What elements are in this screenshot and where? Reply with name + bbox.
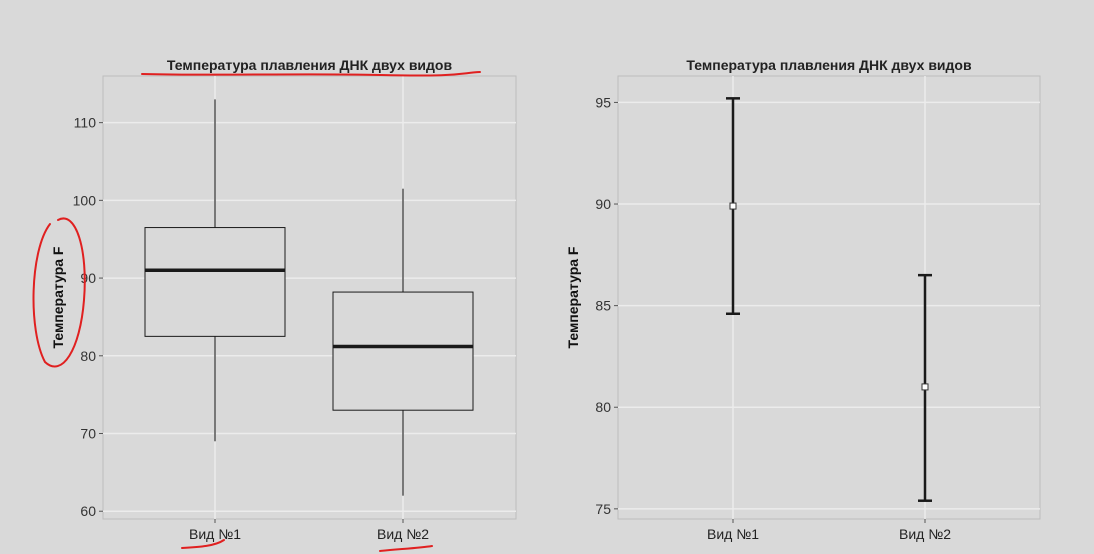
right-y-axis-label: Температура F — [565, 246, 581, 348]
x-tick-label: Вид №1 — [707, 526, 759, 542]
mean-point — [729, 202, 737, 210]
x-tick-label: Вид №2 — [899, 526, 951, 542]
right-chart-title: Температура плавления ДНК двух видов — [686, 57, 972, 73]
y-tick-label: 60 — [80, 503, 96, 519]
x-tick-label: Вид №1 — [189, 526, 241, 542]
right-x-ticks: Вид №1 Вид №2 — [707, 519, 951, 542]
left-chart-title: Температура плавления ДНК двух видов — [167, 57, 453, 73]
ylabel-circle — [32, 217, 86, 368]
y-tick-label: 95 — [595, 94, 611, 110]
left-y-axis-label: Температура F — [50, 246, 66, 348]
box — [144, 227, 286, 337]
x-tick-label: Вид №2 — [377, 526, 429, 542]
left-plot-panel — [102, 75, 517, 520]
title-underline — [141, 71, 481, 77]
box — [332, 291, 474, 411]
left-boxes — [144, 99, 474, 496]
y-tick-label: 80 — [595, 399, 611, 415]
left-y-ticks: 60 70 80 90 100 110 — [73, 115, 103, 519]
y-tick-label: 85 — [595, 298, 611, 314]
xtick1-underline — [181, 539, 225, 549]
right-plot-panel — [617, 75, 1041, 520]
right-gridlines — [618, 76, 1040, 519]
right-y-ticks: 75 80 85 90 95 — [595, 94, 618, 517]
y-tick-label: 90 — [595, 196, 611, 212]
errorbar-chart: 75 80 85 90 95 Вид №1 Вид №2 Температура плав… — [565, 57, 1041, 542]
mean-point — [921, 383, 929, 391]
red-annotations — [32, 71, 481, 552]
y-tick-label: 75 — [595, 501, 611, 517]
xtick2-underline — [379, 545, 433, 552]
right-errorbars — [726, 97, 932, 502]
y-tick-label: 100 — [73, 192, 97, 208]
y-tick-label: 70 — [80, 426, 96, 442]
y-tick-label: 110 — [74, 115, 97, 131]
left-x-ticks: Вид №1 Вид №2 — [189, 519, 429, 542]
y-tick-label: 90 — [80, 270, 96, 286]
y-tick-label: 80 — [80, 348, 96, 364]
boxplot-chart: 60 70 80 90 100 110 Вид №1 Вид №2 Температура … — [50, 57, 517, 542]
